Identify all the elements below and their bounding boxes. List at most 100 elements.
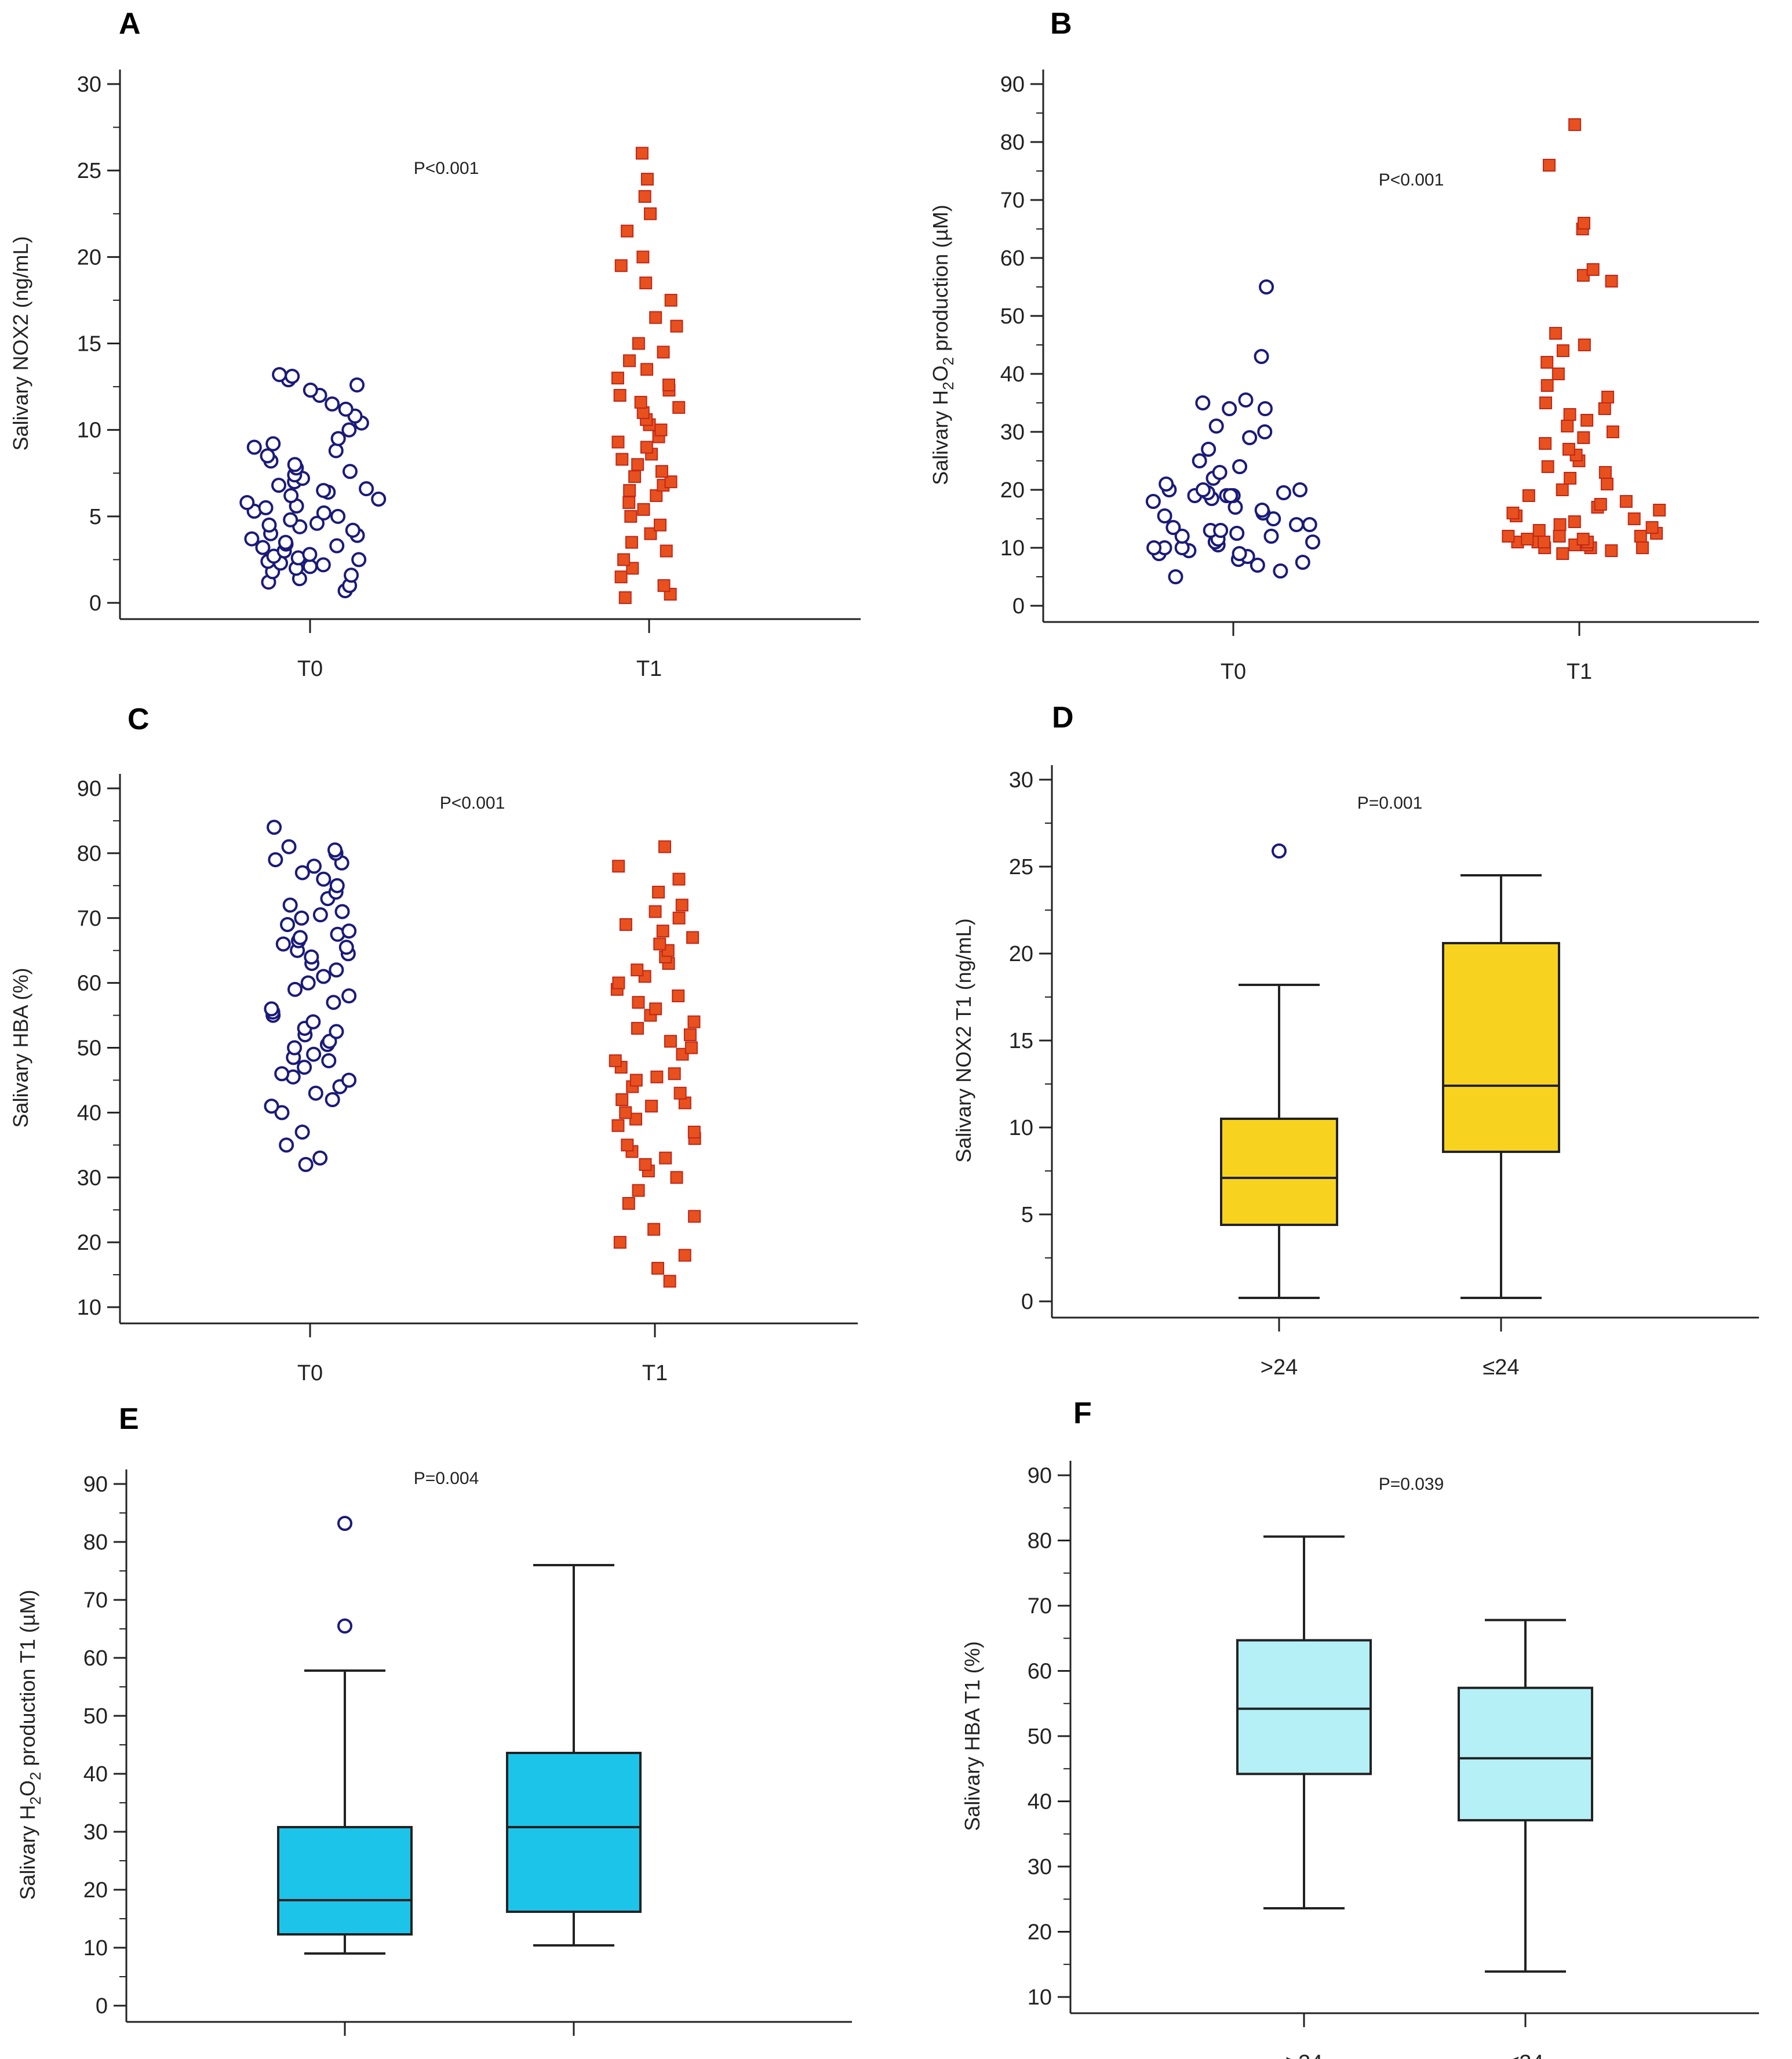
data-point-t1 bbox=[1556, 483, 1569, 496]
data-point-t0 bbox=[1229, 526, 1245, 541]
data-point-t0 bbox=[1195, 482, 1211, 497]
y-tick-label: 30 bbox=[1028, 1855, 1052, 1879]
data-point-t0 bbox=[282, 897, 298, 913]
data-point-t0 bbox=[1276, 485, 1291, 500]
data-point-t1 bbox=[617, 553, 631, 566]
data-point-t0 bbox=[1212, 465, 1228, 480]
data-point-t0 bbox=[1145, 494, 1161, 509]
data-point-t0 bbox=[287, 457, 303, 472]
data-point-t1 bbox=[659, 1151, 672, 1165]
data-point-t0 bbox=[297, 1060, 312, 1075]
box-iqr bbox=[1442, 942, 1560, 1153]
data-point-t1 bbox=[623, 354, 636, 368]
data-point-t1 bbox=[663, 1275, 676, 1288]
data-point-t0 bbox=[239, 494, 255, 510]
data-point-t0 bbox=[275, 936, 291, 952]
p-value-annotation: P<0.001 bbox=[1379, 170, 1444, 190]
data-point-t0 bbox=[342, 464, 358, 479]
data-point-t0 bbox=[1168, 569, 1183, 584]
data-point-t1 bbox=[612, 860, 625, 873]
data-point-t0 bbox=[309, 515, 325, 531]
data-point-t1 bbox=[656, 925, 669, 938]
box-0 bbox=[277, 1516, 413, 1955]
data-point-t1 bbox=[683, 1028, 697, 1042]
y-tick-label: 15 bbox=[77, 332, 101, 356]
data-point-t0 bbox=[1254, 503, 1270, 518]
data-point-t0 bbox=[315, 557, 331, 573]
data-point-t0 bbox=[303, 383, 318, 398]
data-point-t1 bbox=[613, 389, 627, 402]
data-point-t0 bbox=[338, 940, 354, 955]
data-point-t1 bbox=[609, 1054, 622, 1067]
x-category-label: T0 bbox=[297, 1361, 323, 1385]
data-point-t0 bbox=[268, 852, 283, 868]
y-tick-label: 20 bbox=[77, 245, 101, 270]
y-tick-label: 0 bbox=[1012, 594, 1025, 619]
data-point-t1 bbox=[664, 1035, 677, 1048]
data-point-t1 bbox=[1553, 518, 1567, 531]
data-point-t1 bbox=[629, 1112, 643, 1126]
subscript: 2 bbox=[27, 1796, 44, 1805]
data-point-t0 bbox=[341, 923, 357, 939]
y-tick-label: 0 bbox=[1021, 1290, 1033, 1314]
y-tick-label: 90 bbox=[1028, 1464, 1052, 1488]
data-point-t0 bbox=[1288, 517, 1304, 532]
y-tick-label: 0 bbox=[89, 591, 101, 616]
data-point-t0 bbox=[272, 367, 287, 383]
data-point-t1 bbox=[1586, 263, 1600, 276]
data-point-t0 bbox=[1159, 476, 1174, 492]
data-point-t0 bbox=[1238, 392, 1254, 408]
data-point-t0 bbox=[1232, 459, 1248, 474]
p-value-annotation: P=0.039 bbox=[1379, 1475, 1444, 1494]
data-point-t0 bbox=[1273, 563, 1288, 579]
data-point-t1 bbox=[668, 1067, 681, 1081]
data-point-t1 bbox=[635, 147, 649, 160]
data-point-t0 bbox=[294, 1124, 310, 1140]
p-value-annotation: P=0.004 bbox=[414, 1469, 479, 1488]
data-point-t0 bbox=[1174, 529, 1190, 544]
data-point-t1 bbox=[1551, 368, 1565, 380]
data-point-t1 bbox=[1634, 530, 1647, 543]
data-point-t1 bbox=[1540, 379, 1554, 392]
data-point-t1 bbox=[632, 1184, 645, 1197]
y-tick-label: 80 bbox=[1028, 1529, 1052, 1554]
data-point-t0 bbox=[312, 1150, 328, 1166]
panel-f: F 10 20 30 40 50 60 70 80 90 >24 ≤24 Salivary HBA T1… bbox=[960, 1396, 1759, 2059]
data-point-t1 bbox=[664, 293, 678, 307]
data-point-t1 bbox=[1600, 478, 1613, 490]
data-point-t1 bbox=[1539, 437, 1552, 450]
box-iqr bbox=[1458, 1686, 1593, 1822]
data-point-t0 bbox=[334, 904, 350, 919]
data-point-t0 bbox=[1254, 349, 1269, 364]
y-tick-label: 90 bbox=[1000, 72, 1025, 97]
data-point-t1 bbox=[1576, 533, 1590, 545]
data-point-t0 bbox=[1302, 517, 1317, 532]
data-point-t0 bbox=[292, 930, 308, 945]
y-tick-label: 15 bbox=[1009, 1029, 1033, 1053]
label-part: O bbox=[16, 1780, 39, 1796]
y-tick-label: 70 bbox=[1000, 188, 1025, 213]
y-axis-label: Salivary NOX2 (ng/mL) bbox=[9, 236, 32, 450]
y-tick-label: 30 bbox=[83, 1820, 108, 1845]
data-point-t1 bbox=[652, 886, 665, 898]
x-category-label: T1 bbox=[1567, 660, 1592, 684]
data-point-t1 bbox=[1580, 414, 1594, 427]
data-point-t1 bbox=[631, 458, 644, 471]
data-point-t0 bbox=[1250, 558, 1265, 573]
data-point-t0 bbox=[283, 488, 299, 504]
y-tick-label: 30 bbox=[77, 1166, 101, 1190]
data-point-t0 bbox=[338, 401, 354, 417]
data-point-t0 bbox=[294, 910, 309, 926]
data-point-t0 bbox=[1222, 401, 1237, 416]
data-point-t0 bbox=[328, 443, 344, 459]
data-point-t1 bbox=[614, 570, 628, 584]
panel-d: D 0 5 10 15 20 25 30 >24 ≤24 Salivary NOX2 T1 (ng/… bbox=[952, 701, 1759, 1380]
data-point-t0 bbox=[267, 820, 282, 835]
data-point-t0 bbox=[303, 559, 318, 574]
data-point-t1 bbox=[619, 918, 632, 931]
y-tick-label: 60 bbox=[1000, 246, 1025, 271]
box-iqr bbox=[506, 1752, 642, 1913]
data-point-t1 bbox=[614, 259, 628, 272]
data-point-t0 bbox=[1232, 546, 1247, 561]
data-point-t0 bbox=[1263, 529, 1279, 544]
